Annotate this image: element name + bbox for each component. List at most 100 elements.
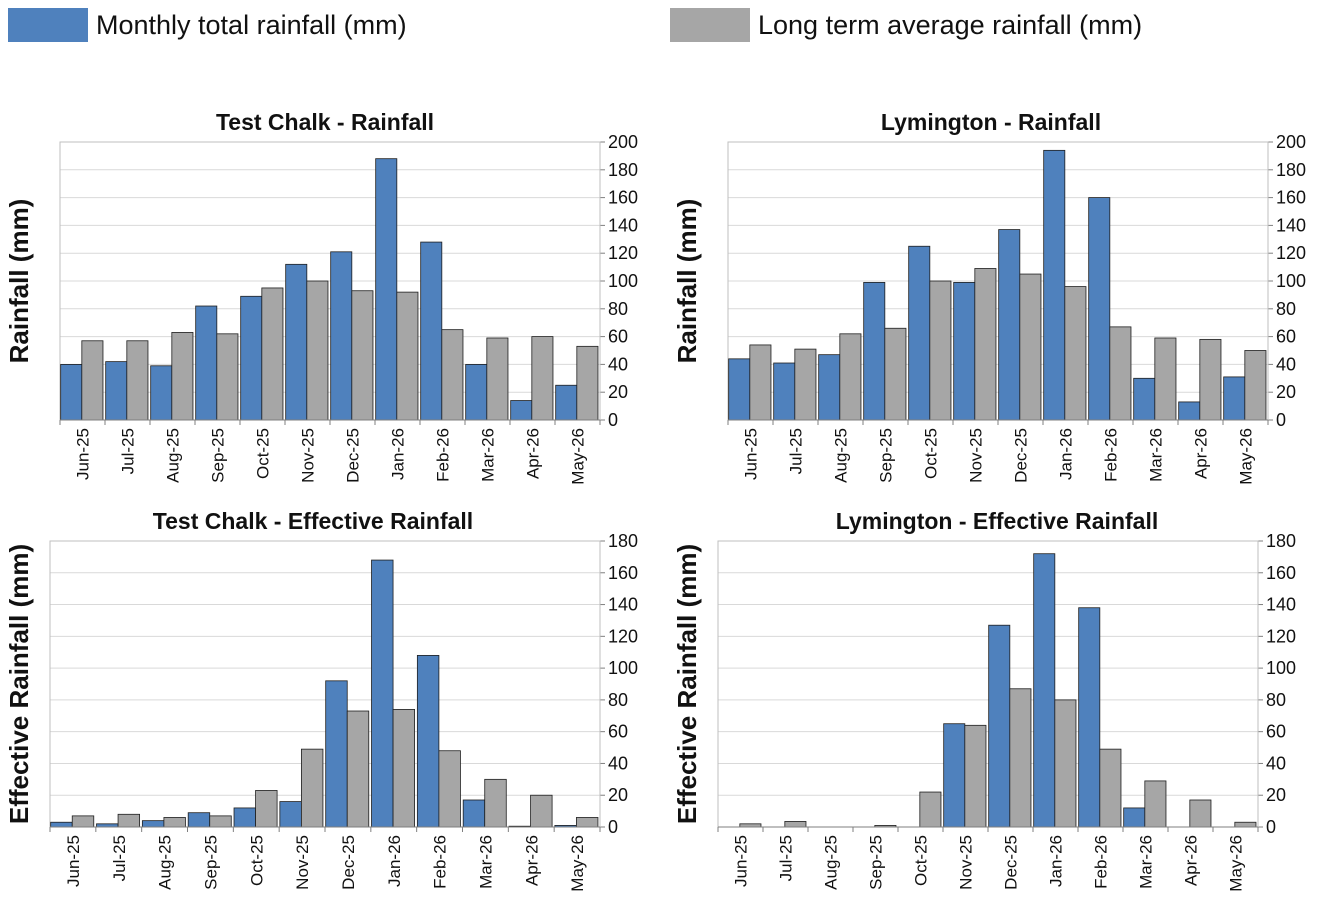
y-tick-label: 40 — [1276, 354, 1296, 374]
y-tick-label: 180 — [1266, 531, 1296, 551]
bar-monthly-oct-25 — [908, 245, 931, 421]
bar-monthly-nov-25 — [279, 801, 302, 828]
x-tick-label: May-26 — [1227, 835, 1246, 892]
bar-average-sep-25 — [884, 327, 907, 421]
x-tick-label: Mar-26 — [1137, 835, 1156, 889]
bar-average-mar-26 — [486, 337, 509, 421]
bar-monthly-nov-25 — [953, 281, 976, 421]
bar-monthly-dec-25 — [998, 229, 1021, 421]
bar-monthly-aug-25 — [150, 365, 173, 421]
x-tick-label: Sep-25 — [877, 428, 896, 483]
x-tick-label: Oct-25 — [254, 428, 273, 479]
bar-monthly-mar-26 — [1123, 807, 1146, 828]
y-tick-label: 140 — [608, 595, 638, 615]
bar-monthly-dec-25 — [988, 624, 1011, 828]
x-tick-label: Dec-25 — [339, 835, 358, 890]
x-tick-label: Jun-25 — [64, 835, 83, 887]
bar-average-aug-25 — [163, 817, 186, 828]
bar-average-jan-26 — [396, 291, 419, 421]
bar-monthly-jan-26 — [1043, 149, 1066, 421]
chart-lymington-effective-rainfall: Lymington - Effective Rainfall Effective … — [672, 508, 1296, 892]
x-tick-label: Nov-25 — [299, 428, 318, 483]
chart-lymington-rainfall: Lymington - Rainfall Rainfall (mm) 0 20 40 60… — [672, 109, 1306, 485]
y-tick-label: 180 — [608, 160, 638, 180]
y-tick-label: 60 — [1276, 327, 1296, 347]
legend-label-monthly: Monthly total rainfall (mm) — [96, 9, 407, 40]
bar-average-jul-25 — [784, 821, 807, 828]
bar-monthly-jun-25 — [60, 363, 83, 421]
bar-average-mar-26 — [1144, 780, 1167, 828]
x-tick-label: May-26 — [1237, 428, 1256, 485]
y-tick-label: 80 — [1266, 690, 1286, 710]
bar-average-apr-26 — [530, 794, 553, 828]
bar-monthly-sep-25 — [863, 281, 886, 421]
bar-monthly-aug-25 — [818, 354, 841, 421]
x-tick-label: Oct-25 — [912, 835, 931, 886]
bar-monthly-jul-25 — [105, 361, 128, 421]
y-tick-label: 100 — [608, 271, 638, 291]
x-tick-label: Jun-25 — [74, 428, 93, 480]
y-tick-label: 80 — [608, 299, 628, 319]
bar-average-oct-25 — [261, 287, 284, 421]
bar-monthly-mar-26 — [465, 363, 488, 421]
y-tick-label: 20 — [1266, 785, 1286, 805]
bar-monthly-apr-26 — [510, 400, 533, 421]
x-tick-label: Feb-26 — [431, 835, 450, 889]
bar-average-may-26 — [1234, 821, 1257, 828]
bar-monthly-aug-25 — [141, 820, 165, 828]
bar-average-jan-26 — [1054, 699, 1077, 828]
bar-monthly-jul-25 — [773, 362, 796, 421]
y-tick-label: 160 — [608, 188, 638, 208]
bar-average-oct-25 — [255, 790, 278, 828]
y-tick-label: 60 — [608, 722, 628, 742]
y-tick-label: 140 — [608, 215, 638, 235]
y-tick-label: 80 — [1276, 299, 1296, 319]
bar-monthly-oct-25 — [240, 295, 263, 421]
y-tick-label: 140 — [1276, 215, 1306, 235]
chart-title: Lymington - Effective Rainfall — [836, 508, 1158, 534]
x-tick-label: Mar-26 — [479, 428, 498, 482]
x-tick-label: Dec-25 — [1002, 835, 1021, 890]
legend-swatch-monthly — [8, 8, 88, 42]
x-tick-label: Aug-25 — [164, 428, 183, 483]
x-tick-label: Feb-26 — [1092, 835, 1111, 889]
bar-average-sep-25 — [216, 333, 239, 421]
x-tick-label: Aug-25 — [832, 428, 851, 483]
bar-monthly-sep-25 — [195, 305, 218, 421]
bar-average-dec-25 — [1019, 273, 1042, 421]
y-tick-label: 0 — [1276, 410, 1286, 430]
x-tick-label: Oct-25 — [922, 428, 941, 479]
y-tick-label: 0 — [1266, 817, 1276, 837]
x-tick-label: Nov-25 — [967, 428, 986, 483]
bar-monthly-mar-26 — [1133, 377, 1156, 421]
bar-monthly-feb-26 — [1078, 607, 1101, 828]
bar-average-apr-26 — [531, 336, 554, 421]
bar-average-jul-25 — [794, 348, 817, 421]
x-tick-label: May-26 — [569, 428, 588, 485]
y-tick-label: 80 — [608, 690, 628, 710]
bar-monthly-jun-25 — [50, 821, 73, 828]
bar-monthly-feb-26 — [1088, 197, 1111, 421]
y-tick-label: 120 — [608, 626, 638, 646]
bar-monthly-apr-26 — [1178, 401, 1201, 421]
y-tick-label: 160 — [1276, 188, 1306, 208]
x-tick-label: Apr-26 — [522, 835, 541, 886]
bar-average-jun-25 — [71, 815, 95, 828]
legend-item-monthly: Monthly total rainfall (mm) — [8, 8, 407, 42]
bar-average-jan-26 — [1064, 286, 1087, 421]
y-tick-label: 160 — [1266, 563, 1296, 583]
bar-monthly-oct-25 — [233, 807, 256, 828]
bar-average-aug-25 — [839, 333, 862, 421]
y-tick-label: 60 — [608, 327, 628, 347]
bar-monthly-jan-26 — [375, 158, 398, 421]
y-tick-label: 100 — [1276, 271, 1306, 291]
plot-area — [717, 540, 1259, 828]
bar-average-mar-26 — [484, 778, 507, 828]
bar-monthly-dec-25 — [330, 251, 353, 421]
bar-average-sep-25 — [209, 815, 232, 828]
bar-average-may-26 — [1244, 350, 1267, 421]
bar-average-jun-25 — [749, 344, 772, 421]
y-tick-label: 20 — [1276, 382, 1296, 402]
y-tick-label: 180 — [608, 531, 638, 551]
y-tick-label: 40 — [1266, 753, 1286, 773]
